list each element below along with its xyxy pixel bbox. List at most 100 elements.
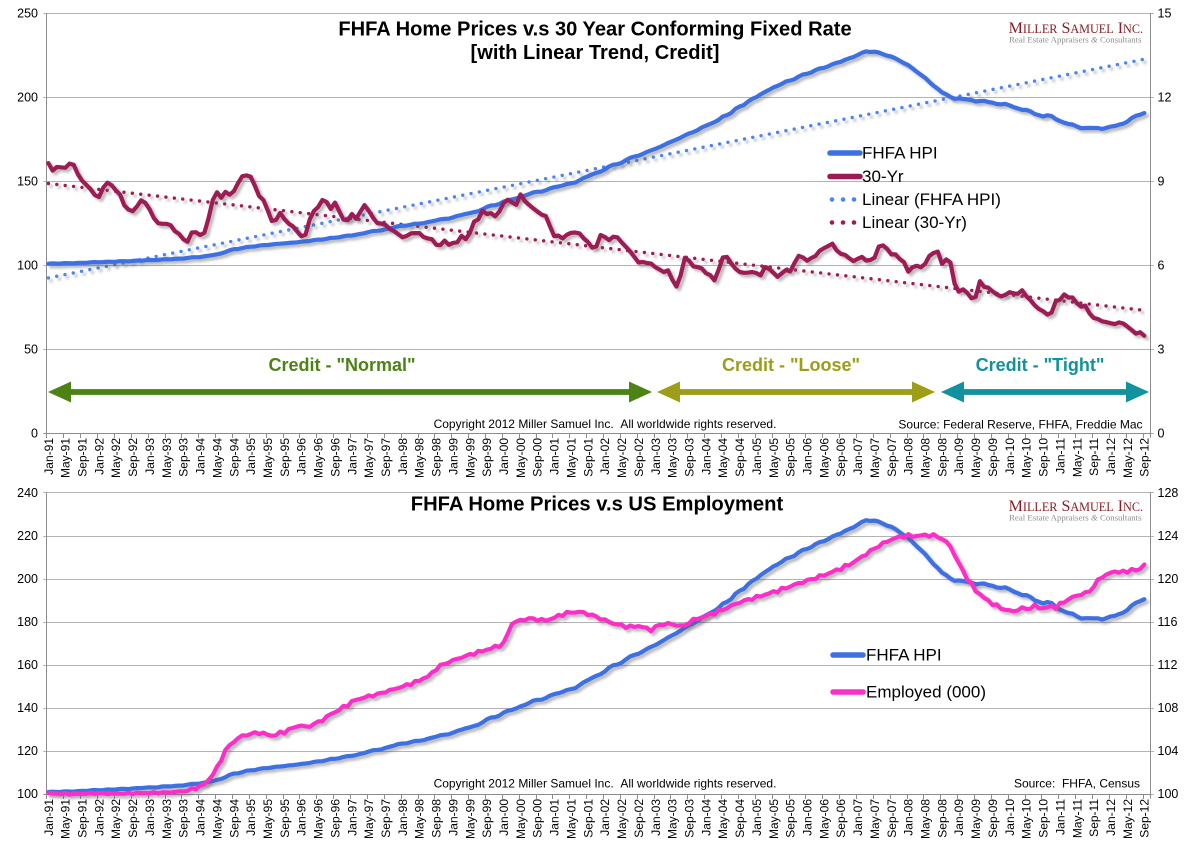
svg-text:Jan-00: Jan-00 [497, 438, 511, 475]
svg-text:0: 0 [31, 426, 38, 440]
svg-text:Jan-97: Jan-97 [345, 438, 359, 475]
svg-text:Jan-04: Jan-04 [699, 438, 713, 475]
svg-text:May-03: May-03 [666, 799, 680, 839]
svg-text:FHFA HPI: FHFA HPI [866, 646, 942, 665]
svg-text:Jan-10: Jan-10 [1003, 438, 1017, 475]
svg-text:Real Estate Appraisers & Consu: Real Estate Appraisers & Consultants [1009, 35, 1142, 45]
svg-text:May-11: May-11 [1070, 799, 1084, 838]
svg-text:[with Linear Trend, Credit]: [with Linear Trend, Credit] [471, 42, 720, 64]
svg-text:May-95: May-95 [261, 799, 275, 839]
svg-text:Jan-03: Jan-03 [649, 438, 663, 475]
svg-text:0: 0 [1158, 426, 1165, 440]
svg-text:Sep-10: Sep-10 [1037, 438, 1051, 477]
svg-text:Jan-98: Jan-98 [396, 799, 410, 836]
svg-text:May-03: May-03 [666, 438, 680, 478]
svg-text:Copyright 2012 Miller Samuel I: Copyright 2012 Miller Samuel Inc. All wo… [434, 417, 777, 431]
svg-text:Credit - "Normal": Credit - "Normal" [268, 355, 415, 375]
svg-text:Jan-09: Jan-09 [952, 799, 966, 836]
svg-text:Sep-94: Sep-94 [227, 438, 241, 477]
svg-text:Sep-11: Sep-11 [1087, 438, 1101, 476]
svg-text:Sep-05: Sep-05 [784, 799, 798, 838]
svg-text:Sep-02: Sep-02 [632, 438, 646, 477]
svg-text:Jan-00: Jan-00 [497, 799, 511, 836]
svg-text:May-99: May-99 [463, 799, 477, 839]
svg-text:Jan-95: Jan-95 [244, 438, 258, 475]
svg-text:May-10: May-10 [1020, 799, 1034, 839]
svg-text:128: 128 [1158, 486, 1179, 500]
svg-text:Sep-98: Sep-98 [430, 438, 444, 477]
svg-text:Sep-93: Sep-93 [177, 799, 191, 838]
svg-text:Jan-11: Jan-11 [1053, 799, 1067, 835]
svg-text:May-07: May-07 [868, 799, 882, 839]
svg-text:May-08: May-08 [919, 438, 933, 478]
svg-text:100: 100 [1158, 787, 1179, 801]
svg-text:Jan-97: Jan-97 [345, 799, 359, 836]
svg-text:Jan-09: Jan-09 [952, 438, 966, 475]
svg-text:Sep-99: Sep-99 [480, 438, 494, 477]
svg-text:Sep-01: Sep-01 [581, 799, 595, 838]
svg-text:3: 3 [1158, 342, 1165, 356]
svg-text:Sep-95: Sep-95 [278, 438, 292, 477]
svg-text:May-12: May-12 [1121, 438, 1135, 478]
svg-text:Jan-96: Jan-96 [295, 438, 309, 475]
svg-text:May-94: May-94 [210, 799, 224, 839]
svg-text:120: 120 [17, 744, 38, 758]
svg-text:Jan-02: Jan-02 [598, 799, 612, 836]
svg-text:Sep-03: Sep-03 [683, 438, 697, 477]
svg-text:Sep-96: Sep-96 [328, 799, 342, 838]
svg-text:Jan-07: Jan-07 [851, 799, 865, 836]
svg-text:May-06: May-06 [817, 799, 831, 839]
svg-text:May-05: May-05 [767, 799, 781, 839]
svg-text:Sep-92: Sep-92 [126, 799, 140, 838]
svg-text:May-97: May-97 [362, 799, 376, 839]
svg-text:6: 6 [1158, 258, 1165, 272]
svg-text:15: 15 [1158, 6, 1172, 20]
svg-text:Sep-99: Sep-99 [480, 799, 494, 838]
svg-text:May-00: May-00 [514, 799, 528, 839]
svg-text:Sep-91: Sep-91 [76, 438, 90, 477]
svg-text:Sep-07: Sep-07 [885, 438, 899, 477]
svg-text:Sep-97: Sep-97 [379, 438, 393, 477]
svg-text:Sep-08: Sep-08 [935, 799, 949, 838]
svg-text:Jan-92: Jan-92 [92, 799, 106, 836]
svg-text:Jan-99: Jan-99 [446, 799, 460, 836]
svg-text:Sep-96: Sep-96 [328, 438, 342, 477]
svg-text:Jan-03: Jan-03 [649, 799, 663, 836]
svg-text:150: 150 [17, 174, 38, 188]
svg-text:Sep-08: Sep-08 [935, 438, 949, 477]
svg-text:Sep-92: Sep-92 [126, 438, 140, 477]
svg-text:May-06: May-06 [817, 438, 831, 478]
svg-text:Jan-01: Jan-01 [548, 799, 562, 836]
svg-text:May-97: May-97 [362, 438, 376, 478]
svg-text:Sep-04: Sep-04 [733, 799, 747, 838]
svg-text:May-92: May-92 [109, 799, 123, 839]
svg-text:Jan-04: Jan-04 [699, 799, 713, 836]
svg-text:104: 104 [1158, 744, 1179, 758]
svg-text:Source: FHFA, Census: Source: FHFA, Census [1014, 777, 1140, 791]
svg-text:50: 50 [24, 342, 38, 356]
svg-text:Sep-12: Sep-12 [1138, 799, 1152, 838]
svg-text:Sep-00: Sep-00 [531, 438, 545, 477]
svg-text:MILLER SAMUEL INC.: MILLER SAMUEL INC. [1009, 498, 1143, 515]
svg-text:Jan-92: Jan-92 [92, 438, 106, 475]
svg-text:Jan-96: Jan-96 [295, 799, 309, 836]
svg-text:Sep-02: Sep-02 [632, 799, 646, 838]
svg-text:30-Yr: 30-Yr [862, 167, 904, 186]
svg-text:May-00: May-00 [514, 438, 528, 478]
svg-text:Real Estate Appraisers & Consu: Real Estate Appraisers & Consultants [1009, 513, 1142, 523]
svg-text:112: 112 [1158, 658, 1178, 672]
svg-text:Sep-98: Sep-98 [430, 799, 444, 838]
svg-text:220: 220 [17, 529, 38, 543]
svg-text:Linear (30-Yr): Linear (30-Yr) [862, 213, 967, 232]
svg-text:May-02: May-02 [615, 799, 629, 839]
svg-text:Jan-98: Jan-98 [396, 438, 410, 475]
svg-text:Sep-07: Sep-07 [885, 799, 899, 838]
svg-text:May-93: May-93 [160, 799, 174, 839]
svg-text:200: 200 [17, 90, 38, 104]
svg-text:Sep-01: Sep-01 [581, 438, 595, 477]
svg-text:May-05: May-05 [767, 438, 781, 478]
svg-text:200: 200 [17, 572, 38, 586]
svg-text:12: 12 [1158, 90, 1172, 104]
svg-text:May-91: May-91 [59, 799, 73, 839]
svg-text:May-07: May-07 [868, 438, 882, 478]
